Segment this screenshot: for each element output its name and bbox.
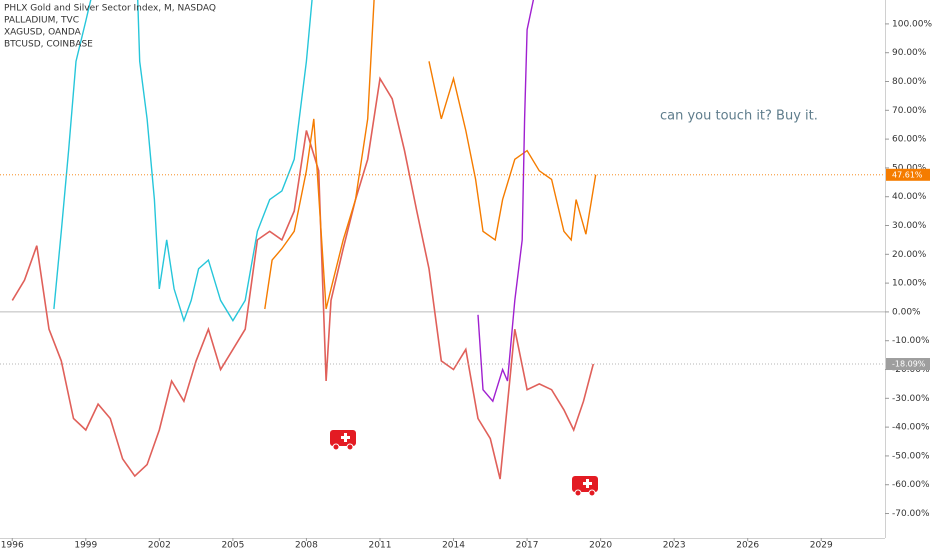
y-tick-label: -60.00%: [892, 480, 930, 490]
x-tick-label: 2020: [589, 541, 612, 550]
legend-entry: PALLADIUM, TVC: [4, 16, 79, 26]
y-tick-label: 60.00%: [892, 135, 927, 145]
x-tick-label: 2005: [221, 541, 244, 550]
y-tick-label: -30.00%: [892, 394, 930, 404]
ambulance-icon: [330, 430, 356, 451]
y-tick-label: -50.00%: [892, 451, 930, 461]
series-line: [264, 0, 597, 310]
x-tick-label: 2023: [663, 541, 686, 550]
x-tick-label: 2008: [295, 541, 318, 550]
y-tick-label: 80.00%: [892, 77, 927, 87]
x-tick-label: 1999: [74, 541, 97, 550]
y-tick-label: 70.00%: [892, 106, 927, 116]
x-tick-label: 2014: [442, 541, 465, 550]
x-tick-label: 2029: [810, 541, 833, 550]
legend-entry: PHLX Gold and Silver Sector Index, M, NA…: [4, 4, 216, 14]
y-tick-label: 40.00%: [892, 192, 927, 202]
series-line: [477, 0, 535, 403]
price-badge-label: 47.61%: [892, 170, 923, 179]
y-tick-label: 100.00%: [892, 19, 932, 29]
price-badge: [886, 168, 930, 181]
series-line: [53, 0, 313, 323]
x-tick-label: 2002: [148, 541, 171, 550]
x-tick-label: 1996: [1, 541, 24, 550]
y-tick-label: 90.00%: [892, 48, 927, 58]
plot-area: [0, 0, 885, 480]
y-tick-label: -10.00%: [892, 336, 930, 346]
y-tick-label: 10.00%: [892, 279, 927, 289]
x-tick-label: 2017: [516, 541, 539, 550]
y-tick-label: 30.00%: [892, 221, 927, 231]
annotation: can you touch it? Buy it.: [660, 109, 818, 124]
y-tick-label: 20.00%: [892, 250, 927, 260]
y-tick-label: -20.00%: [892, 365, 930, 375]
legend-entry: BTCUSD, COINBASE: [4, 40, 93, 50]
legend-entry: XAGUSD, OANDA: [4, 28, 82, 38]
y-tick-label: 0.00%: [892, 307, 921, 317]
y-tick-label: -40.00%: [892, 423, 930, 433]
ambulance-icon: [572, 476, 598, 497]
x-tick-label: 2026: [736, 541, 759, 550]
series-line: [11, 76, 595, 480]
x-tick-label: 2011: [369, 541, 392, 550]
price-badge: [886, 358, 930, 371]
y-tick-label: -70.00%: [892, 509, 930, 519]
price-badge-label: -18.09%: [892, 360, 926, 369]
y-tick-label: 50.00%: [892, 163, 927, 173]
